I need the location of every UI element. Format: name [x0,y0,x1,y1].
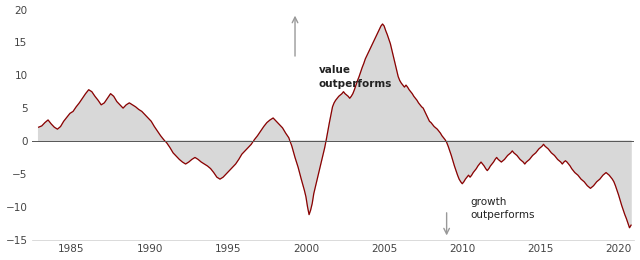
Text: value
outperforms: value outperforms [319,66,392,89]
Text: growth
outperforms: growth outperforms [470,197,534,220]
